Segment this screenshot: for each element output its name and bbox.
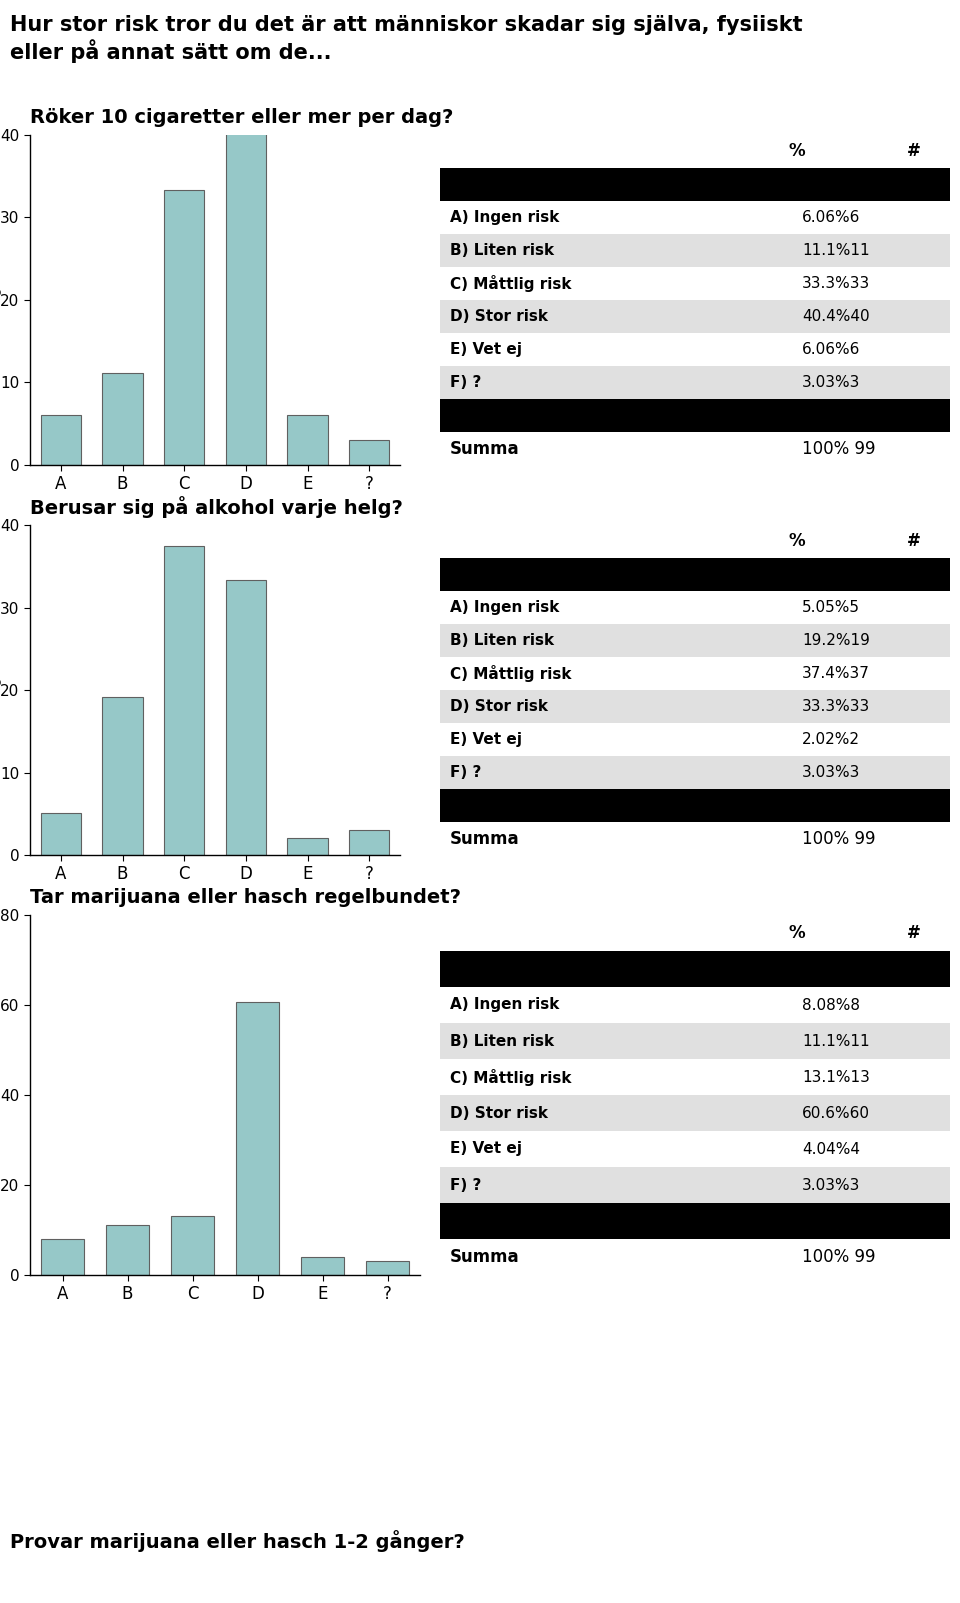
Text: Berusar sig på alkohol varje helg?: Berusar sig på alkohol varje helg? [30, 497, 403, 518]
Bar [349, 830, 389, 854]
Text: 100% 99: 100% 99 [803, 1249, 876, 1266]
Text: 8.08%8: 8.08%8 [803, 997, 860, 1013]
Text: B) Liten risk: B) Liten risk [450, 633, 554, 648]
Bar [440, 624, 950, 657]
Text: 4.04%4: 4.04%4 [803, 1141, 860, 1156]
Bar [440, 689, 950, 723]
Bar [287, 838, 327, 854]
Bar [440, 1202, 950, 1239]
Text: E) Vet ej: E) Vet ej [450, 341, 522, 357]
Bar [440, 268, 950, 300]
Bar [440, 1023, 950, 1060]
Bar [40, 415, 81, 465]
Bar [236, 1002, 278, 1274]
Bar [440, 300, 950, 333]
Text: 11.1%11: 11.1%11 [803, 1034, 870, 1048]
Text: D) Stor risk: D) Stor risk [450, 309, 548, 324]
Text: F) ?: F) ? [450, 1178, 482, 1193]
Bar [301, 1257, 344, 1274]
Bar [440, 200, 950, 234]
Bar [440, 558, 950, 592]
Text: %: % [789, 532, 805, 550]
Text: E) Vet ej: E) Vet ej [450, 733, 522, 747]
Text: A) Ingen risk: A) Ingen risk [450, 210, 560, 224]
Text: F) ?: F) ? [450, 375, 482, 390]
Text: 11.1%11: 11.1%11 [803, 244, 870, 258]
Text: C) Måttlig risk: C) Måttlig risk [450, 1069, 572, 1085]
Text: 6.06%6: 6.06%6 [803, 341, 860, 357]
Text: 19.2%19: 19.2%19 [803, 633, 870, 648]
Text: Hur stor risk tror du det är att människor skadar sig själva, fysiiskt
eller på : Hur stor risk tror du det är att människ… [10, 14, 803, 63]
Text: #: # [907, 532, 922, 550]
Text: Summa: Summa [450, 829, 519, 848]
Text: 33.3%33: 33.3%33 [803, 276, 871, 292]
Text: 5.05%5: 5.05%5 [803, 600, 860, 616]
Bar [440, 168, 950, 200]
Bar [440, 1167, 950, 1202]
Bar [164, 191, 204, 465]
Text: #: # [907, 143, 922, 160]
Bar [440, 987, 950, 1023]
Text: B) Liten risk: B) Liten risk [450, 244, 554, 258]
Bar [440, 1095, 950, 1132]
Text: 40.4%40: 40.4%40 [803, 309, 870, 324]
Text: %: % [789, 143, 805, 160]
Bar [367, 1262, 409, 1274]
Text: 60.6%60: 60.6%60 [803, 1106, 870, 1120]
Text: F) ?: F) ? [450, 765, 482, 781]
Text: D) Stor risk: D) Stor risk [450, 1106, 548, 1120]
Bar [349, 439, 389, 465]
Text: C) Måttlig risk: C) Måttlig risk [450, 665, 572, 681]
Text: 2.02%2: 2.02%2 [803, 733, 860, 747]
Text: 100% 99: 100% 99 [803, 829, 876, 848]
Bar [226, 580, 266, 854]
Text: Summa: Summa [450, 439, 519, 457]
Bar [287, 415, 327, 465]
Bar [440, 723, 950, 757]
Bar [440, 365, 950, 399]
Text: 3.03%3: 3.03%3 [803, 1178, 860, 1193]
Text: D) Stor risk: D) Stor risk [450, 699, 548, 713]
Bar [440, 1132, 950, 1167]
Bar [440, 1060, 950, 1095]
Bar [40, 813, 81, 854]
Bar [440, 234, 950, 268]
Text: Röker 10 cigaretter eller mer per dag?: Röker 10 cigaretter eller mer per dag? [30, 107, 453, 127]
Text: #: # [907, 923, 922, 943]
Text: A) Ingen risk: A) Ingen risk [450, 997, 560, 1013]
Text: 33.3%33: 33.3%33 [803, 699, 871, 713]
Text: Tar marijuana eller hasch regelbundet?: Tar marijuana eller hasch regelbundet? [30, 888, 461, 907]
Text: %: % [789, 923, 805, 943]
Text: E) Vet ej: E) Vet ej [450, 1141, 522, 1156]
Bar [172, 1217, 214, 1274]
Text: Summa: Summa [450, 1249, 519, 1266]
Bar [440, 951, 950, 987]
Text: Provar marijuana eller hasch 1-2 gånger?: Provar marijuana eller hasch 1-2 gånger? [10, 1529, 465, 1552]
Text: A) Ingen risk: A) Ingen risk [450, 600, 560, 616]
Text: 3.03%3: 3.03%3 [803, 375, 860, 390]
Text: 6.06%6: 6.06%6 [803, 210, 860, 224]
Text: 13.1%13: 13.1%13 [803, 1069, 870, 1085]
Bar [164, 547, 204, 854]
Bar [440, 757, 950, 789]
Bar [103, 373, 142, 465]
Bar [440, 333, 950, 365]
Bar [103, 697, 142, 854]
Text: B) Liten risk: B) Liten risk [450, 1034, 554, 1048]
Bar [440, 657, 950, 689]
Text: 37.4%37: 37.4%37 [803, 665, 870, 681]
Text: C) Måttlig risk: C) Måttlig risk [450, 276, 572, 292]
Bar [440, 592, 950, 624]
Bar [107, 1225, 149, 1274]
Bar [440, 399, 950, 431]
Bar [226, 131, 266, 465]
Bar [440, 789, 950, 822]
Text: 3.03%3: 3.03%3 [803, 765, 860, 781]
Text: 100% 99: 100% 99 [803, 439, 876, 457]
Bar [41, 1239, 84, 1274]
